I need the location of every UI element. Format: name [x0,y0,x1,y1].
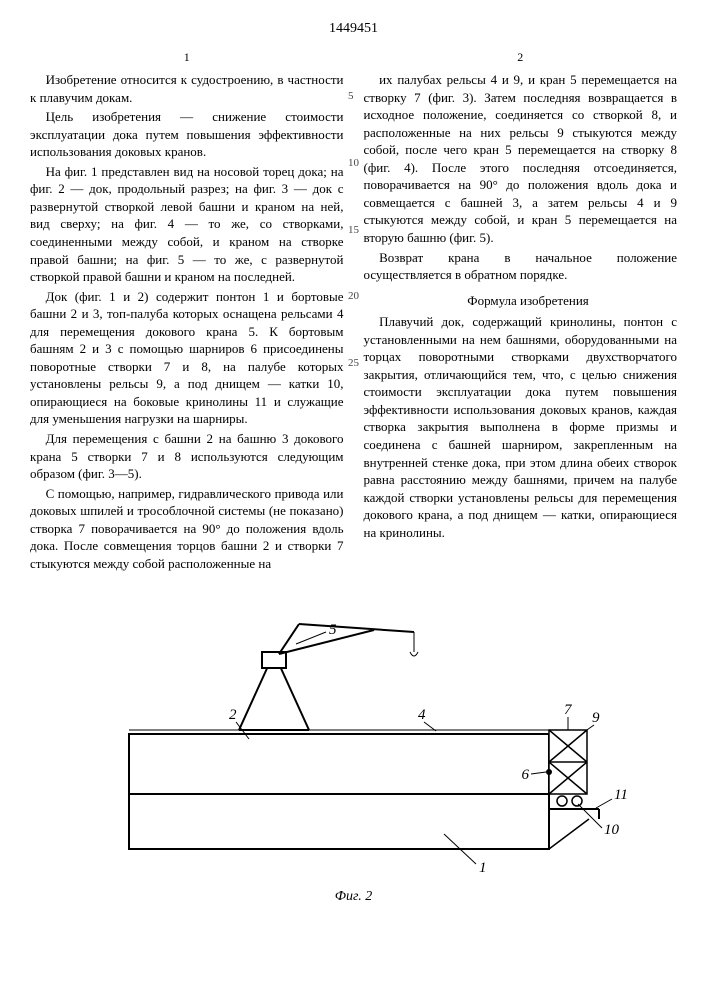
paragraph: С помощью, например, гидравлического при… [30,485,344,573]
paragraph: Возврат крана в начальное положение осущ… [364,249,678,284]
paragraph: Плавучий док, содержащий кринолины, понт… [364,313,678,541]
paragraph: Для перемещения с башни 2 на башню 3 док… [30,430,344,483]
fig-label-11: 11 [614,787,628,803]
line-num: 25 [348,356,359,371]
document-number: 1449451 [30,20,677,39]
right-column: 2 их палубах рельсы 4 и 9, и кран 5 пере… [364,49,678,575]
paragraph: их палубах рельсы 4 и 9, и кран 5 переме… [364,71,678,246]
line-num: 15 [348,223,359,238]
formula-title: Формула изобретения [364,292,678,310]
line-num: 20 [348,289,359,304]
fig-label-1: 1 [479,860,487,876]
figure-2: 5 2 4 7 9 6 11 10 1 Фиг [30,604,677,907]
line-num: 10 [348,156,359,171]
fig-label-5: 5 [329,622,337,638]
column-number: 1 [30,49,344,65]
paragraph: Изобретение относится к судостроению, в … [30,71,344,106]
column-number: 2 [364,49,678,65]
line-number-gutter: 5 10 15 20 25 [348,89,359,371]
paragraph: Док (фиг. 1 и 2) содержит понтон 1 и бор… [30,288,344,428]
paragraph: Цель изобретения — снижение стоимости эк… [30,108,344,161]
fig-label-6: 6 [521,767,529,783]
fig-label-10: 10 [604,822,620,838]
paragraph: На фиг. 1 представлен вид на носовой тор… [30,163,344,286]
figure-caption: Фиг. 2 [30,888,677,907]
fig-label-2: 2 [229,707,237,723]
fig-label-9: 9 [592,710,600,726]
left-column: 1 Изобретение относится к судостроению, … [30,49,344,575]
dock-diagram: 5 2 4 7 9 6 11 10 1 [74,604,634,884]
line-num: 5 [348,89,359,104]
fig-label-7: 7 [564,702,573,718]
fig-label-4: 4 [418,707,426,723]
